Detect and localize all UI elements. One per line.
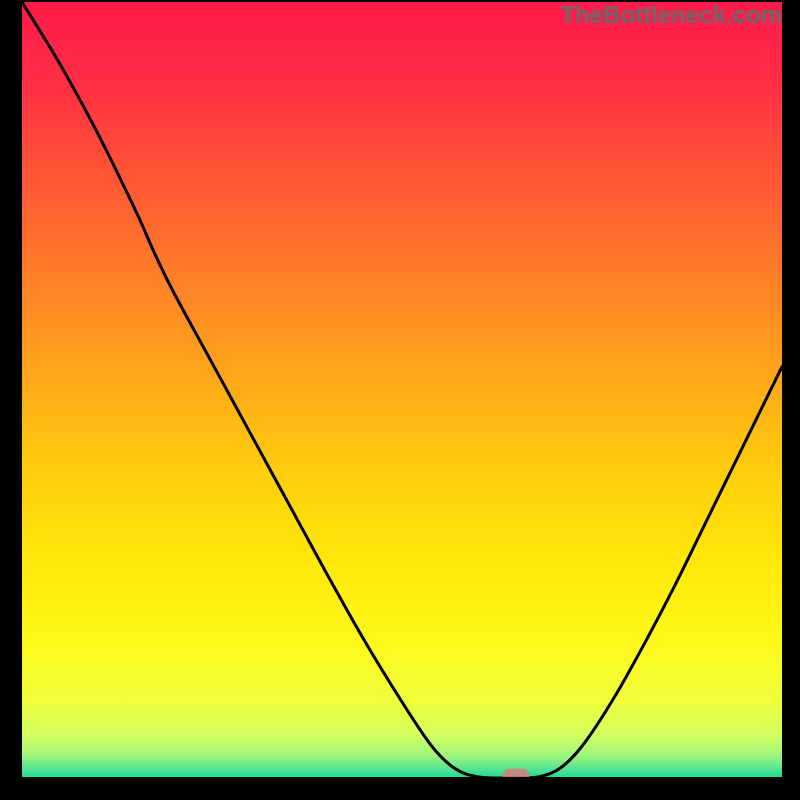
watermark-text: TheBottleneck.com — [561, 2, 782, 30]
highlight-marker — [503, 769, 530, 778]
gradient-background — [22, 2, 782, 778]
plot-svg — [22, 2, 782, 778]
chart-frame: TheBottleneck.com — [0, 0, 800, 800]
plot-area — [22, 2, 782, 778]
